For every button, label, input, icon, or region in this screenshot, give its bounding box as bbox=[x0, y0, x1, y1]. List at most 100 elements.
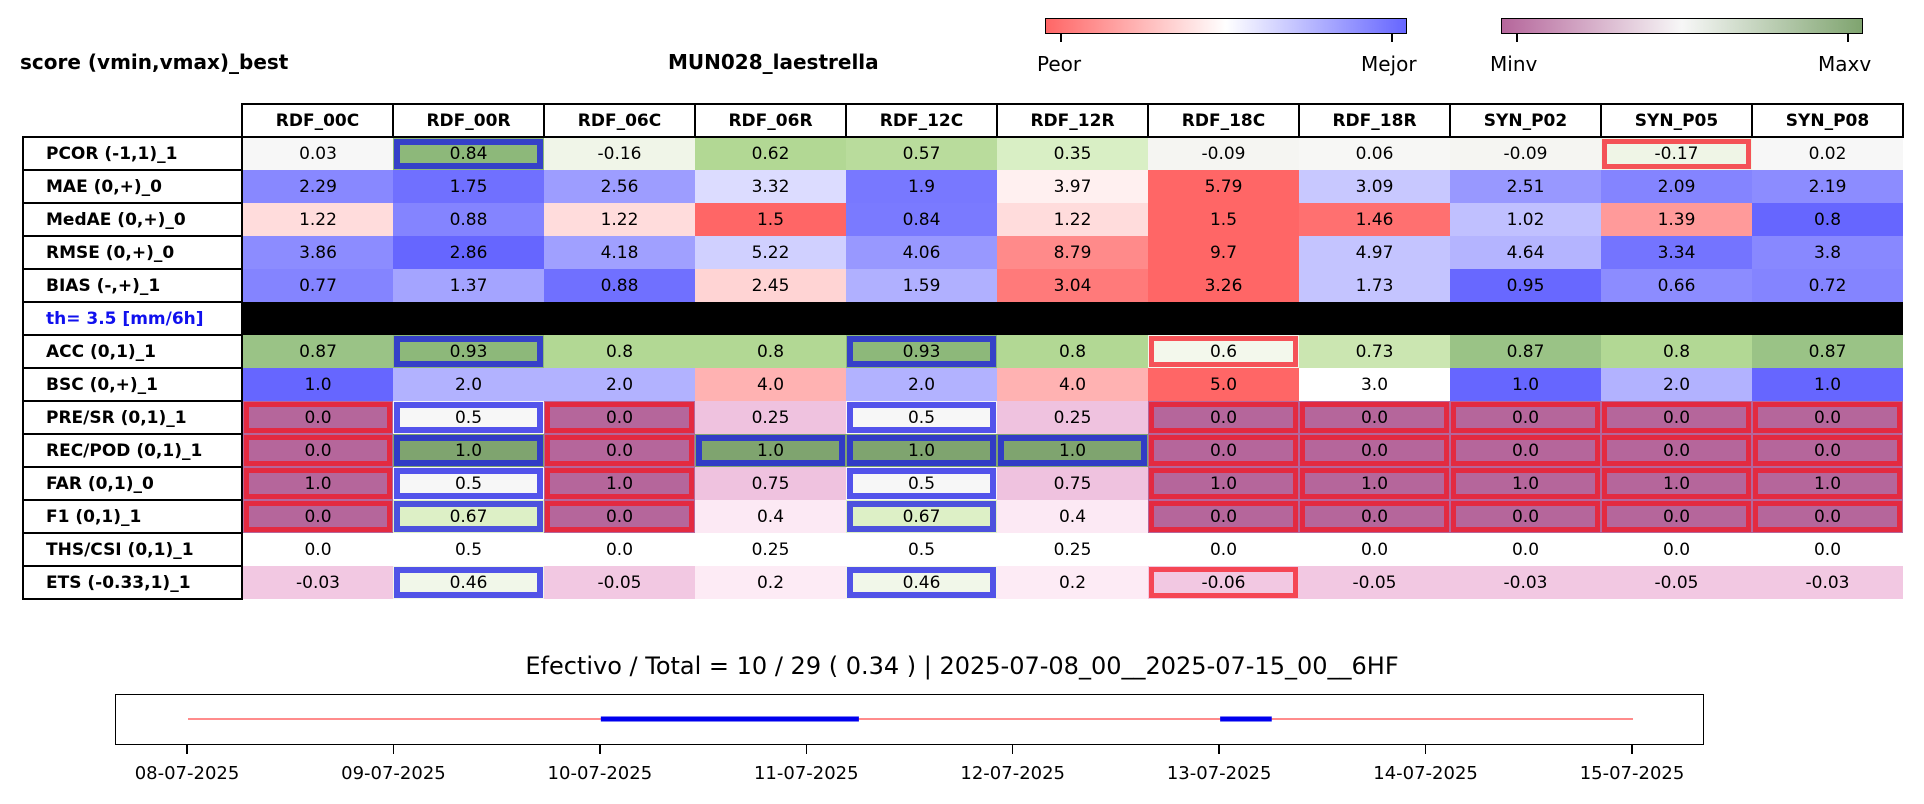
score-cell: 0.4 bbox=[997, 500, 1148, 533]
cell-value: 0.5 bbox=[454, 539, 483, 560]
cell-value: 0.0 bbox=[1662, 407, 1691, 428]
cell-value: 1.73 bbox=[1355, 275, 1394, 296]
cell-value: 0.46 bbox=[449, 572, 488, 593]
colorbar-tick bbox=[1391, 34, 1393, 42]
score-cell: 0.5 bbox=[393, 401, 544, 434]
score-cell: 1.5 bbox=[695, 203, 846, 236]
cell-value: 1.0 bbox=[756, 440, 785, 461]
cell-value: 0.4 bbox=[756, 506, 785, 527]
timeline-tick bbox=[1424, 745, 1427, 754]
row-label: FAR (0,1)_0 bbox=[22, 466, 243, 501]
score-cell: 0.5 bbox=[393, 533, 544, 566]
cell-value: 0.87 bbox=[299, 341, 337, 362]
score-cell: 1.22 bbox=[242, 203, 393, 236]
cell-value: 0.5 bbox=[907, 539, 936, 560]
cell-value: 0.8 bbox=[1813, 209, 1842, 230]
score-cell: 0.0 bbox=[1299, 533, 1450, 566]
score-cell: 0.95 bbox=[1450, 269, 1601, 302]
cell-value: 0.25 bbox=[751, 407, 790, 428]
column-header: SYN_P08 bbox=[1751, 103, 1904, 138]
score-cell: 0.0 bbox=[1299, 500, 1450, 533]
score-cell: 0.03 bbox=[242, 137, 393, 170]
score-cell: 2.09 bbox=[1601, 170, 1752, 203]
score-cell: 3.32 bbox=[695, 170, 846, 203]
score-cell: -0.06 bbox=[1148, 566, 1299, 599]
cell-value: 0.93 bbox=[449, 341, 488, 362]
score-cell: 1.59 bbox=[846, 269, 997, 302]
score-cell: 4.64 bbox=[1450, 236, 1601, 269]
timeline-tick-label: 14-07-2025 bbox=[1373, 763, 1478, 784]
score-cell: 0.88 bbox=[544, 269, 695, 302]
cell-value: 0.57 bbox=[902, 144, 941, 164]
row-label: th= 3.5 [mm/6h] bbox=[22, 301, 243, 336]
timeline-tick bbox=[1631, 745, 1633, 754]
score-cell: 0.93 bbox=[846, 335, 997, 368]
threshold-bar bbox=[242, 302, 1903, 335]
cell-value: -0.16 bbox=[597, 144, 642, 164]
timeline-tick-label: 12-07-2025 bbox=[960, 763, 1066, 784]
score-cell: -0.03 bbox=[242, 566, 393, 599]
score-cell: 2.45 bbox=[695, 269, 846, 302]
score-cell: 0.0 bbox=[1752, 500, 1903, 533]
score-cell: 1.0 bbox=[1450, 368, 1601, 401]
cell-value: 1.0 bbox=[304, 473, 332, 494]
column-header: SYN_P05 bbox=[1600, 103, 1753, 138]
cell-value: 0.67 bbox=[449, 506, 488, 527]
cell-value: 1.22 bbox=[1053, 209, 1092, 230]
score-cell: 0.72 bbox=[1752, 269, 1903, 302]
table-row: REC/POD (0,1)_1 0.0 1.0 0.0 1.0 1.0 1.0 0.0 0.0 0… bbox=[22, 433, 1903, 468]
cell-value: 0.0 bbox=[1813, 539, 1842, 560]
cell-value: 0.25 bbox=[1053, 539, 1092, 560]
score-cell: -0.05 bbox=[544, 566, 695, 599]
cell-value: 0.67 bbox=[902, 506, 941, 527]
score-cell: 0.84 bbox=[393, 137, 544, 170]
cell-value: 1.75 bbox=[449, 176, 488, 197]
cell-value: 0.5 bbox=[907, 407, 936, 428]
cell-value: 0.0 bbox=[304, 440, 332, 461]
score-cell: 0.75 bbox=[997, 467, 1148, 500]
score-cell: 0.25 bbox=[997, 401, 1148, 434]
column-header: RDF_12C bbox=[845, 103, 998, 138]
cell-value: 8.79 bbox=[1053, 242, 1092, 263]
colorbar-high-label: Mejor bbox=[1361, 52, 1417, 76]
table-row: BIAS (-,+)_1 0.77 1.37 0.88 2.45 1.59 3.04 3.26… bbox=[22, 268, 1903, 303]
score-cell: 0.0 bbox=[1601, 401, 1752, 434]
cell-value: 0.5 bbox=[454, 407, 483, 428]
cell-value: 0.8 bbox=[756, 341, 785, 362]
score-cell: 0.88 bbox=[393, 203, 544, 236]
score-cell: 0.0 bbox=[544, 533, 695, 566]
score-cell: 2.51 bbox=[1450, 170, 1601, 203]
score-cell: 1.0 bbox=[846, 434, 997, 467]
cell-value: 0.0 bbox=[605, 539, 634, 560]
score-cell: -0.05 bbox=[1601, 566, 1752, 599]
cell-value: 0.0 bbox=[605, 407, 634, 428]
score-cell: 1.0 bbox=[1450, 467, 1601, 500]
score-cell: 0.0 bbox=[544, 401, 695, 434]
score-cell: 1.73 bbox=[1299, 269, 1450, 302]
score-cell: -0.16 bbox=[544, 137, 695, 170]
row-label: ETS (-0.33,1)_1 bbox=[22, 565, 243, 600]
score-cell: 3.26 bbox=[1148, 269, 1299, 302]
score-cell: 2.0 bbox=[846, 368, 997, 401]
score-cell: 1.46 bbox=[1299, 203, 1450, 236]
score-cell: -0.09 bbox=[1450, 137, 1601, 170]
score-cell: 3.04 bbox=[997, 269, 1148, 302]
cell-value: 0.5 bbox=[454, 473, 483, 494]
cell-value: 4.97 bbox=[1355, 242, 1394, 263]
score-cell: 0.0 bbox=[1450, 434, 1601, 467]
cell-value: -0.05 bbox=[597, 572, 642, 593]
cell-value: 0.02 bbox=[1808, 144, 1847, 164]
cell-value: 0.0 bbox=[1209, 407, 1238, 428]
score-cell: 0.84 bbox=[846, 203, 997, 236]
cell-value: 0.84 bbox=[449, 144, 488, 164]
cell-value: 3.26 bbox=[1204, 275, 1243, 296]
cell-value: -0.06 bbox=[1201, 572, 1246, 593]
station-name: MUN028_laestrella bbox=[668, 50, 879, 74]
table-row: PRE/SR (0,1)_1 0.0 0.5 0.0 0.25 0.5 0.25 0.0 0.0… bbox=[22, 400, 1903, 435]
cell-value: 0.0 bbox=[1511, 440, 1540, 461]
cell-value: -0.09 bbox=[1503, 144, 1548, 164]
timeline-tick-label: 15-07-2025 bbox=[1579, 763, 1685, 784]
timeline-plot bbox=[188, 716, 1633, 722]
score-cell: 0.0 bbox=[1752, 533, 1903, 566]
score-cell: 2.56 bbox=[544, 170, 695, 203]
